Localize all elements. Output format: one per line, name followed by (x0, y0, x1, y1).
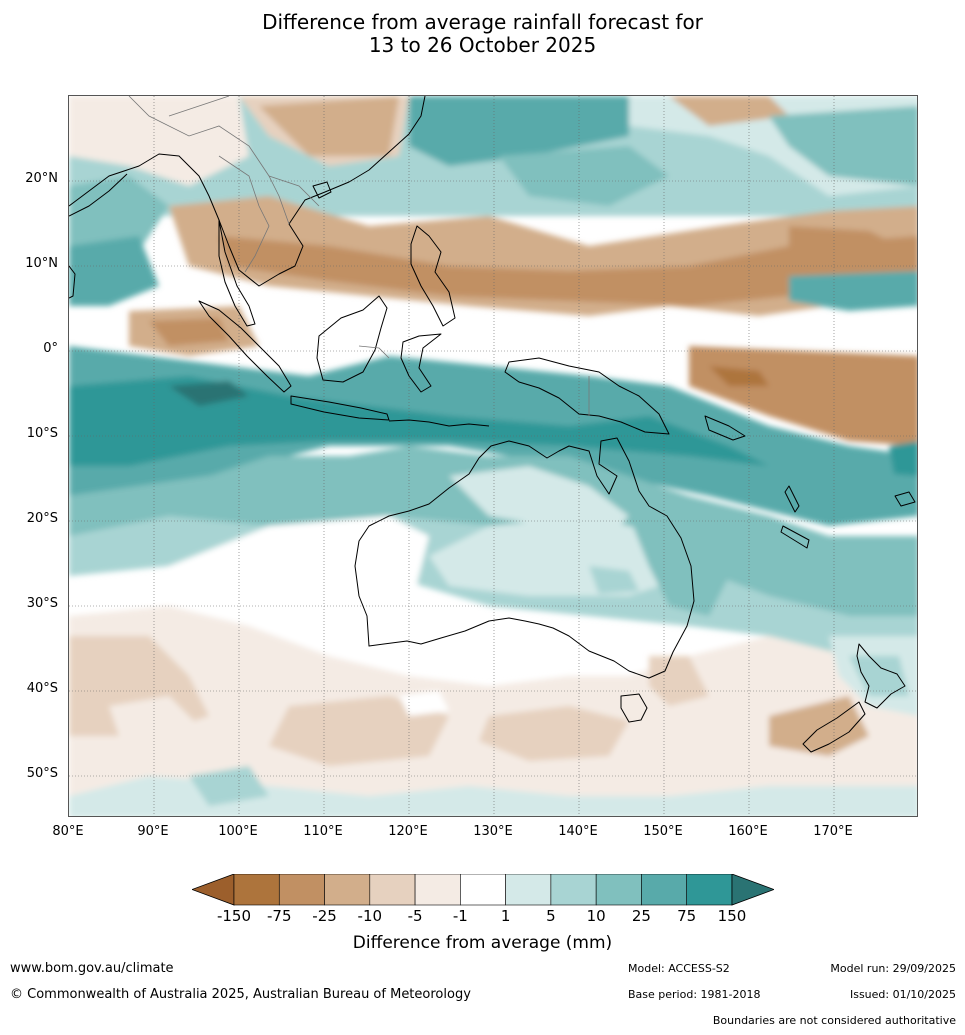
legend-swatch (641, 874, 687, 906)
legend-swatch (550, 874, 597, 906)
legend-swatch-min-arrow (192, 874, 235, 906)
country-borders (128, 96, 590, 416)
legend-tick-label: 150 (717, 907, 747, 925)
hainan-coastline (312, 181, 332, 199)
legend-tick-label: -5 (407, 907, 423, 925)
legend-swatch (369, 874, 416, 906)
lon-label-140e: 140°E (558, 824, 598, 839)
lat-label-50s: 50°S (26, 766, 58, 781)
legend-tick-label: 5 (546, 907, 556, 925)
legend-tick-label: -150 (216, 907, 252, 925)
solomon-islands-coastline (704, 415, 746, 441)
legend-swatch-max-arrow (731, 874, 774, 906)
new-guinea-coastline (504, 357, 670, 435)
lon-label-110e: 110°E (303, 824, 343, 839)
vanuatu-coastline (784, 485, 800, 513)
mainland-asia-coastline (69, 96, 426, 287)
legend-tick-label: 75 (677, 907, 697, 925)
legend-swatch (324, 874, 371, 906)
java-coastline (290, 395, 390, 421)
legend-tick-label: 1 (500, 907, 511, 925)
lon-label-80e: 80°E (52, 824, 84, 839)
coastlines (69, 96, 916, 753)
fiji-coastline (894, 491, 916, 507)
map-title-line1: Difference from average rainfall forecas… (262, 10, 703, 34)
legend-swatches (192, 874, 774, 906)
sulawesi-coastline (400, 333, 442, 393)
lon-label-150e: 150°E (643, 824, 683, 839)
footer-copyright: © Commonwealth of Australia 2025, Austra… (10, 987, 471, 1002)
lon-label-100e: 100°E (218, 824, 258, 839)
lon-label-120e: 120°E (388, 824, 428, 839)
legend-swatch (414, 874, 461, 906)
legend-colorbar (192, 874, 774, 906)
map-title-line2: 13 to 26 October 2025 (368, 33, 597, 57)
lat-label-20n: 20°N (25, 171, 58, 186)
graticule (69, 96, 917, 816)
footer-model: Model: ACCESS-S2 (628, 962, 730, 975)
legend-tick-label: 10 (586, 907, 606, 925)
new-caledonia-coastline (780, 525, 810, 549)
legend-swatch (686, 874, 733, 906)
legend-tick-label: -1 (452, 907, 468, 925)
rainfall-map (68, 95, 918, 817)
footer-url[interactable]: www.bom.gov.au/climate (10, 961, 174, 976)
lon-label-130e: 130°E (473, 824, 513, 839)
legend-swatch (505, 874, 552, 906)
legend-label: Difference from average (mm) (352, 933, 613, 953)
legend-swatch (278, 874, 325, 906)
lon-label-90e: 90°E (137, 824, 169, 839)
legend-tick-label: -25 (312, 907, 337, 925)
lat-label-0: 0° (43, 341, 58, 356)
new-zealand-north-island (856, 643, 906, 709)
rainfall-anomaly-fields (69, 96, 917, 816)
lon-label-160e: 160°E (728, 824, 768, 839)
new-zealand-south-island (802, 701, 866, 753)
legend-tick-label: -10 (357, 907, 383, 925)
india-coastline (69, 173, 128, 217)
footer-base-period: Base period: 1981-2018 (628, 988, 761, 1001)
lat-label-30s: 30°S (26, 596, 58, 611)
legend-swatch (595, 874, 642, 906)
lat-label-40s: 40°S (26, 681, 58, 696)
australia-coastline (354, 437, 695, 679)
sumatra-coastline (198, 300, 292, 393)
philippines-coastline (410, 225, 456, 327)
legend-swatch (460, 874, 506, 906)
lat-label-10s: 10°S (26, 426, 58, 441)
tasmania-coastline (620, 693, 648, 723)
borneo-coastline (316, 295, 388, 383)
legend-tick-label: 25 (631, 907, 651, 925)
lon-label-170e: 170°E (813, 824, 853, 839)
lesser-sunda-islands (388, 419, 490, 427)
malay-peninsula-coastline (218, 219, 256, 327)
legend-swatch (233, 874, 280, 906)
sri-lanka-coastline (69, 265, 76, 299)
legend-tick-label: -75 (267, 907, 292, 925)
lat-label-10n: 10°N (25, 256, 58, 271)
footer-issued: Issued: 01/10/2025 (849, 988, 956, 1001)
footer-model-run: Model run: 29/09/2025 (830, 962, 956, 975)
lat-label-20s: 20°S (26, 511, 58, 526)
rainfall-map-svg (69, 96, 917, 816)
footer-boundaries-note: Boundaries are not considered authoritat… (712, 1014, 956, 1027)
